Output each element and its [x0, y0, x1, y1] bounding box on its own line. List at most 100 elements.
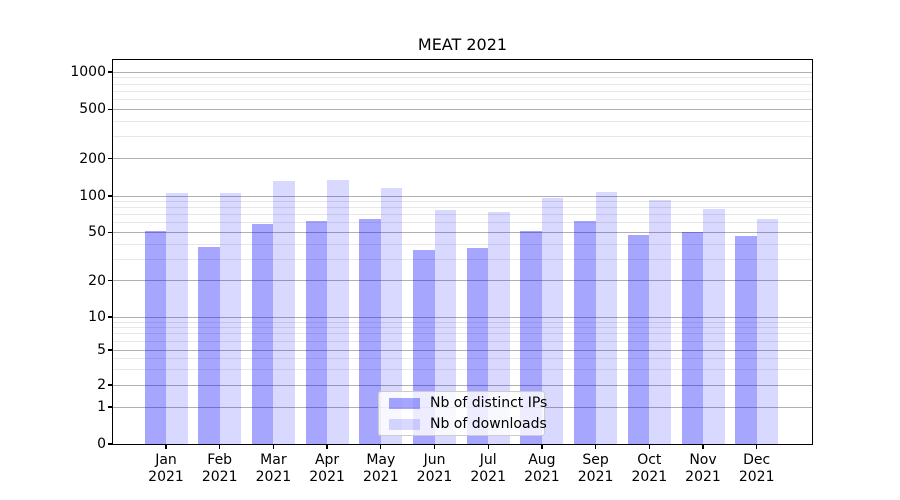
x-tick-label: Oct 2021 — [617, 452, 681, 486]
x-tick — [756, 444, 758, 449]
x-tick-year: 2021 — [577, 469, 614, 485]
bar-downloads-nov — [703, 209, 725, 444]
bar-downloads-feb — [219, 193, 242, 444]
gridline-major — [113, 349, 812, 351]
y-tick-label: 500 — [79, 101, 106, 118]
x-tick — [272, 444, 275, 449]
x-tick-year: 2021 — [148, 469, 184, 485]
gridline-minor — [113, 258, 812, 260]
gridline-minor — [113, 222, 812, 224]
plot-area — [113, 60, 812, 444]
x-tick — [487, 444, 489, 449]
bar-distinct-ips-oct — [627, 234, 650, 444]
bar-downloads-aug — [541, 198, 564, 444]
gridline-minor — [113, 207, 812, 209]
x-tick-month: May — [366, 452, 396, 468]
x-tick-year: 2021 — [309, 469, 345, 485]
bar-downloads-jul — [488, 211, 510, 444]
y-tick — [108, 316, 113, 318]
bar-downloads-jun — [434, 210, 456, 444]
y-tick — [108, 349, 113, 351]
bar-distinct-ips-dec — [735, 235, 757, 444]
gridline-major — [113, 384, 812, 386]
y-tick-label: 1 — [97, 399, 106, 415]
x-tick — [648, 444, 650, 449]
gridline-minor — [113, 99, 812, 101]
gridline-major — [113, 158, 812, 160]
y-tick-label: 2 — [97, 377, 106, 393]
y-tick-label: 200 — [79, 150, 106, 167]
x-tick — [541, 444, 543, 449]
gridline-minor — [113, 369, 812, 371]
bar-distinct-ips-mar — [251, 223, 274, 444]
x-tick-month: Apr — [314, 452, 340, 468]
x-tick-label: Jul 2021 — [456, 452, 520, 486]
y-tick-label: 1000 — [70, 64, 106, 80]
x-tick-month: Jul — [479, 452, 497, 468]
gridline-minor — [113, 243, 812, 245]
bar-distinct-ips-sep — [574, 221, 596, 444]
x-tick — [702, 444, 704, 449]
y-tick — [108, 406, 113, 408]
gridline-major — [113, 316, 812, 318]
x-tick-month: Dec — [743, 452, 771, 468]
x-tick-year: 2021 — [631, 469, 668, 485]
x-tick-year: 2021 — [416, 469, 453, 485]
x-tick-month: Aug — [528, 452, 556, 468]
x-tick-month: Jan — [155, 452, 177, 468]
gridline-minor — [113, 321, 812, 323]
bar-downloads-may — [380, 187, 403, 444]
gridline-major — [113, 108, 812, 110]
legend-item-downloads: Nb of downloads — [385, 415, 547, 433]
x-tick-year: 2021 — [685, 469, 721, 485]
y-tick — [108, 443, 113, 445]
x-tick-label: Feb 2021 — [188, 452, 252, 486]
legend-label-distinct-ips: Nb of distinct IPs — [430, 395, 548, 411]
x-tick-year: 2021 — [524, 469, 560, 485]
bar-downloads-jan — [166, 192, 188, 444]
legend: Nb of distinct IPs Nb of downloads — [378, 391, 548, 436]
x-tick-label: May 2021 — [349, 452, 413, 486]
bar-distinct-ips-jan — [144, 231, 166, 444]
y-tick-label: 5 — [97, 342, 106, 358]
bar-downloads-apr — [327, 180, 349, 444]
y-tick — [108, 157, 113, 160]
legend-swatch-distinct-ips — [389, 397, 420, 409]
x-tick-month: Jun — [423, 452, 446, 468]
x-tick-label: Dec 2021 — [725, 452, 789, 486]
bar-distinct-ips-feb — [198, 246, 220, 444]
bar-distinct-ips-may — [359, 218, 381, 444]
x-tick-year: 2021 — [255, 469, 292, 485]
bar-downloads-sep — [595, 192, 618, 444]
x-tick-label: Jan 2021 — [134, 452, 198, 486]
gridline-major — [113, 195, 812, 197]
gridline-minor — [113, 120, 812, 122]
x-tick-year: 2021 — [362, 469, 399, 485]
gridline-minor — [113, 136, 812, 138]
gridline-minor — [113, 83, 812, 85]
y-tick-label: 0 — [97, 436, 106, 452]
x-tick — [380, 444, 382, 449]
gridline-minor — [113, 327, 812, 329]
x-tick-month: Mar — [260, 452, 287, 468]
x-tick-label: Mar 2021 — [241, 452, 305, 486]
x-tick-label: Apr 2021 — [295, 452, 359, 486]
legend-label-downloads: Nb of downloads — [430, 416, 547, 432]
x-tick-month: Feb — [207, 452, 233, 468]
gridline-minor — [113, 214, 812, 216]
x-tick-year: 2021 — [470, 469, 506, 485]
chart-title: MEAT 2021 — [417, 35, 508, 54]
x-tick-month: Nov — [689, 452, 717, 468]
y-tick — [108, 71, 113, 73]
gridline-minor — [113, 201, 812, 203]
x-tick — [326, 444, 328, 449]
bar-distinct-ips-apr — [305, 221, 328, 444]
gridline-minor — [113, 77, 812, 79]
gridline-major — [113, 231, 812, 233]
gridline-minor — [113, 90, 812, 92]
y-tick-label: 10 — [88, 309, 106, 325]
y-tick-label: 20 — [88, 272, 106, 289]
gridline-major — [113, 71, 812, 73]
x-tick-label: Aug 2021 — [510, 452, 574, 486]
